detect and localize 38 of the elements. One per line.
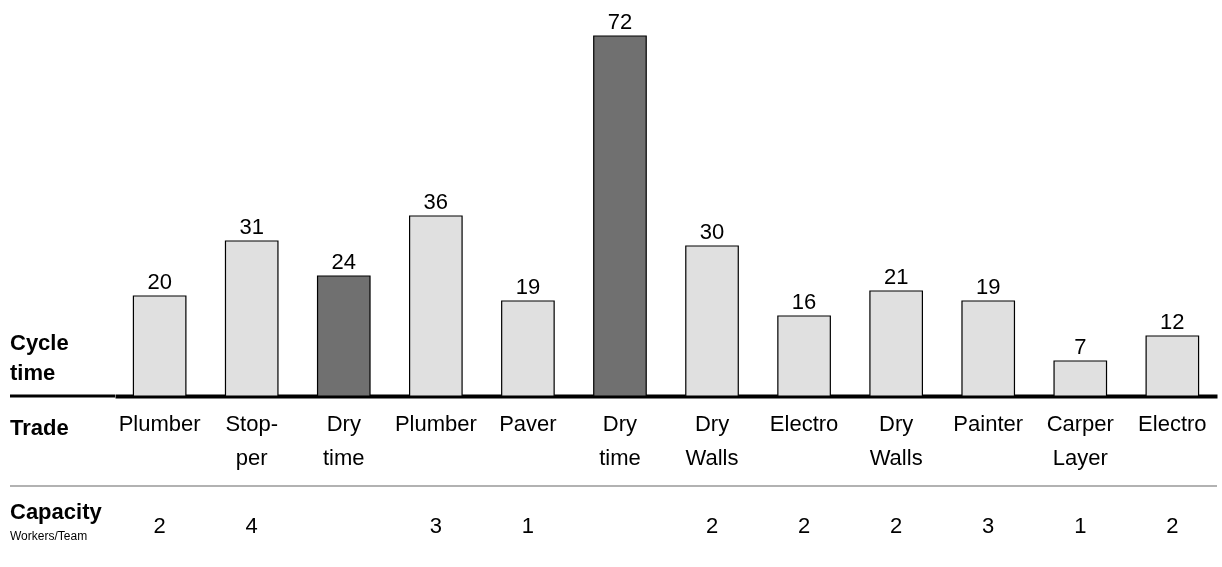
data-label: 72	[607, 9, 633, 34]
text: 2	[890, 513, 903, 538]
text: 2	[797, 513, 811, 538]
data-label: 24	[331, 249, 357, 274]
text: 3	[429, 513, 442, 538]
x-tick-label: Plumber	[118, 411, 201, 436]
text: 2	[153, 513, 166, 538]
data-label: 31	[239, 214, 264, 239]
x-tick-label: Dry time	[599, 411, 641, 470]
x-tick-label: Dry Walls	[685, 411, 739, 470]
text: 3	[982, 513, 995, 538]
x-tick-label: Stop- per	[225, 411, 279, 470]
x-axis-title: Trade	[10, 415, 69, 440]
data-label: 36	[423, 189, 449, 214]
x-tick-label: Electro	[769, 411, 839, 436]
data-label: 20	[147, 269, 172, 294]
data-label: 12	[1160, 309, 1185, 334]
data-label: 21	[883, 264, 909, 289]
text: 4	[245, 513, 258, 538]
data-label: 30	[699, 219, 725, 244]
text: Workers/Team	[10, 529, 88, 543]
x-tick-label: Electro	[1138, 411, 1207, 436]
data-label: 19	[515, 274, 541, 299]
x-tick-label: Carper Layer	[1046, 411, 1114, 470]
text: 1	[1074, 513, 1087, 538]
x-tick-label: Plumber	[394, 411, 477, 436]
text: Capacity	[10, 499, 103, 524]
text: 2	[705, 513, 719, 538]
x-tick-label: Paver	[499, 411, 557, 436]
text: 1	[521, 513, 535, 538]
x-tick-label: Dry time	[323, 411, 365, 470]
y-axis-title: Cycle time	[10, 330, 69, 385]
x-tick-label: Dry Walls	[869, 411, 923, 470]
data-label: 7	[1074, 334, 1087, 359]
text: 2	[1166, 513, 1179, 538]
data-label: 16	[791, 289, 817, 314]
data-label: 19	[975, 274, 1001, 299]
x-tick-label: Painter	[953, 411, 1024, 436]
